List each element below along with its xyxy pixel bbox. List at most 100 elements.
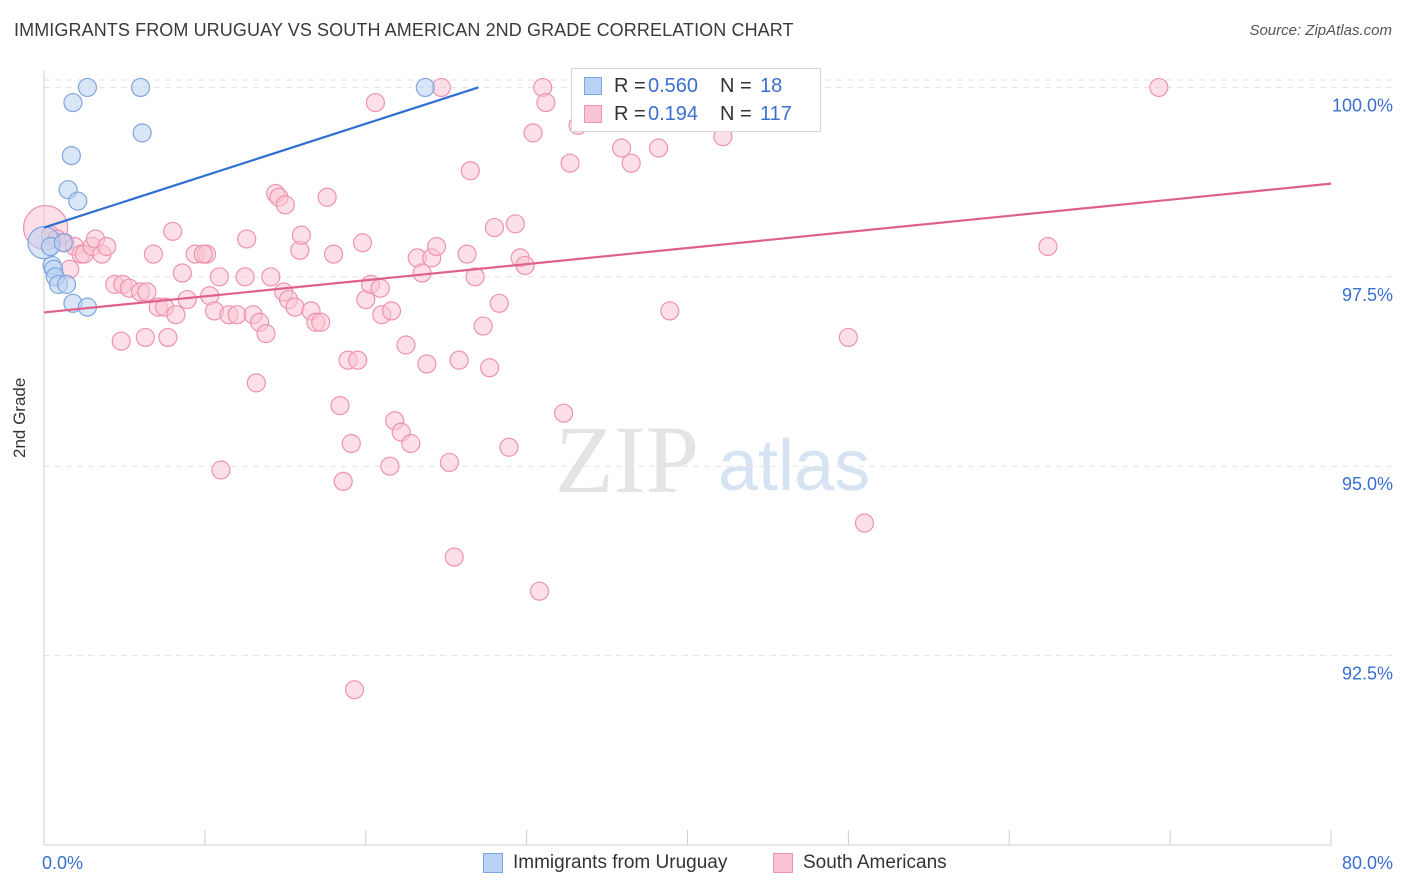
data-point (137, 282, 157, 302)
legend-n-label: N = (720, 74, 752, 97)
legend-row-south-americans: R = 0.194 N = 117 (584, 99, 792, 129)
data-point (61, 146, 81, 166)
data-point (560, 153, 580, 173)
data-point (68, 191, 88, 211)
legend-swatch-pink (773, 853, 793, 873)
data-point (317, 187, 337, 207)
data-point (256, 324, 276, 344)
data-point (97, 236, 117, 257)
legend-n-value: 18 (760, 74, 783, 97)
uruguay-points (27, 77, 435, 317)
legend-label-uruguay: Immigrants from Uruguay (513, 852, 728, 873)
data-point (311, 312, 331, 332)
data-point (111, 331, 131, 351)
data-point (415, 77, 435, 98)
data-point (426, 236, 447, 257)
data-point (457, 244, 477, 264)
data-point (246, 373, 266, 393)
data-point (444, 547, 464, 567)
y-tick-label: 92.5% (1342, 664, 1393, 684)
data-point (648, 138, 669, 158)
tick-labels: 92.5% 95.0% 97.5% 100.0% 0.0% 80.0% (42, 95, 1393, 873)
chart-title: IMMIGRANTS FROM URUGUAY VS SOUTH AMERICA… (14, 20, 794, 40)
data-point (480, 358, 500, 378)
legend-swatch-pink (584, 105, 602, 123)
data-point (529, 581, 550, 601)
chart-source: Source: ZipAtlas.com (1249, 22, 1392, 39)
legend-n-label: N = (720, 102, 752, 125)
data-point (365, 92, 386, 113)
data-point (172, 263, 192, 283)
trend-line-uruguay (43, 86, 479, 229)
data-point (330, 396, 350, 416)
data-point (838, 327, 858, 348)
data-point (417, 354, 437, 374)
data-point (380, 456, 400, 476)
legend-swatch-blue (483, 853, 503, 873)
data-point (489, 293, 509, 313)
stats-legend: R = 0.560 N = 18 R = 0.194 N = 117 (571, 68, 821, 132)
y-axis-label: 2nd Grade (10, 377, 29, 458)
data-point (209, 267, 229, 287)
legend-r-value: 0.560 (648, 74, 699, 97)
data-point (465, 267, 485, 287)
data-point (621, 153, 641, 173)
grid-lines (44, 79, 1392, 657)
data-point (854, 513, 875, 533)
data-point (333, 471, 353, 491)
data-point (53, 233, 73, 253)
data-point (505, 214, 525, 234)
data-point (460, 161, 480, 181)
legend-r-value: 0.194 (648, 102, 699, 125)
legend-n-value: 117 (760, 102, 792, 125)
data-point (401, 433, 421, 454)
data-point (166, 305, 186, 325)
watermark: ZIP atlas (555, 406, 870, 513)
data-point (1149, 77, 1169, 98)
data-point (431, 77, 451, 98)
data-point (370, 278, 390, 298)
data-point (439, 452, 460, 473)
data-point (158, 327, 178, 348)
series-legend: Immigrants from Uruguay South Americans (0, 852, 1406, 878)
axes (43, 70, 1332, 846)
legend-item-south-americans[interactable]: South Americans (773, 852, 947, 874)
data-point (135, 327, 155, 348)
data-point (63, 92, 83, 113)
data-point (484, 217, 505, 238)
data-point (261, 267, 281, 287)
data-point (143, 244, 163, 264)
data-point (660, 301, 680, 321)
legend-item-uruguay[interactable]: Immigrants from Uruguay (483, 852, 727, 874)
data-point (227, 305, 247, 325)
x-tick-label: 0.0% (42, 853, 83, 873)
data-point (285, 297, 305, 317)
y-tick-label: 100.0% (1332, 95, 1393, 115)
legend-swatch-blue (584, 77, 602, 95)
data-point (396, 335, 416, 355)
data-point (275, 195, 295, 215)
data-point (341, 433, 361, 454)
trend-line-south-americans (43, 182, 1332, 314)
data-point (352, 233, 373, 253)
watermark-zip: ZIP (555, 406, 699, 513)
data-point (348, 350, 368, 370)
data-point (211, 460, 231, 480)
data-point (381, 301, 402, 321)
data-point (323, 244, 344, 264)
data-point (193, 244, 213, 264)
y-tick-label: 97.5% (1342, 285, 1393, 305)
data-point (611, 138, 632, 158)
data-point (77, 77, 98, 98)
data-point (536, 92, 556, 113)
data-point (449, 350, 469, 370)
data-point (132, 123, 152, 143)
legend-r-label: R = (614, 74, 646, 97)
legend-r-label: R = (614, 102, 646, 125)
legend-row-uruguay: R = 0.560 N = 18 (584, 71, 782, 101)
data-point (344, 680, 365, 700)
x-tick-label: 80.0% (1342, 853, 1393, 873)
data-point (1038, 236, 1058, 257)
data-point (291, 225, 311, 245)
